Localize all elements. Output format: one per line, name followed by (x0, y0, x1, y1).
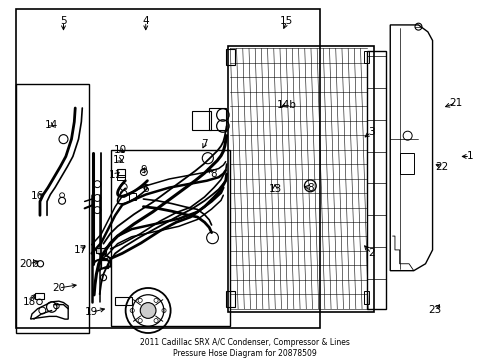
Text: 2011 Cadillac SRX A/C Condenser, Compressor & Lines
Pressure Hose Diagram for 20: 2011 Cadillac SRX A/C Condenser, Compres… (139, 338, 349, 357)
Bar (101, 257, 107, 260)
Text: 9: 9 (140, 165, 146, 175)
Text: 10: 10 (113, 144, 126, 154)
Text: 6: 6 (142, 184, 149, 194)
Bar (227, 46, 373, 312)
Text: 8: 8 (306, 183, 313, 193)
Text: 2: 2 (367, 248, 374, 258)
Bar (366, 51, 386, 309)
Text: 4: 4 (142, 17, 149, 27)
Bar (209, 108, 225, 130)
Text: 19: 19 (85, 307, 98, 317)
Text: 16: 16 (31, 191, 44, 201)
Text: 11: 11 (108, 171, 122, 180)
Text: 12: 12 (113, 155, 126, 165)
Text: 21: 21 (448, 98, 462, 108)
Text: 1: 1 (466, 152, 472, 161)
Bar (129, 193, 136, 200)
Text: 3: 3 (367, 127, 374, 137)
Bar (116, 175, 125, 180)
Text: 18: 18 (22, 297, 36, 307)
Bar (17, 84, 89, 333)
Text: 7: 7 (201, 139, 207, 149)
Text: 22: 22 (434, 162, 447, 172)
Bar (101, 260, 107, 267)
Bar (364, 292, 368, 303)
Bar (225, 292, 235, 307)
Bar (35, 293, 43, 300)
Bar (115, 297, 131, 305)
Text: 8: 8 (210, 169, 217, 179)
Text: 13: 13 (268, 184, 281, 194)
Bar (399, 153, 413, 174)
Text: 14: 14 (45, 120, 58, 130)
Bar (96, 248, 105, 253)
Text: 15: 15 (280, 17, 293, 27)
Text: 20: 20 (52, 283, 65, 293)
Text: 20b: 20b (19, 259, 39, 269)
Bar (191, 112, 210, 130)
Bar (364, 51, 368, 63)
Text: 5: 5 (60, 17, 67, 27)
Text: 23: 23 (427, 306, 441, 315)
Bar (225, 49, 235, 65)
Bar (110, 149, 230, 326)
Bar (116, 168, 125, 177)
Bar (17, 9, 319, 328)
Text: 14b: 14b (276, 99, 296, 109)
Circle shape (140, 303, 156, 318)
Text: 17: 17 (73, 245, 86, 255)
